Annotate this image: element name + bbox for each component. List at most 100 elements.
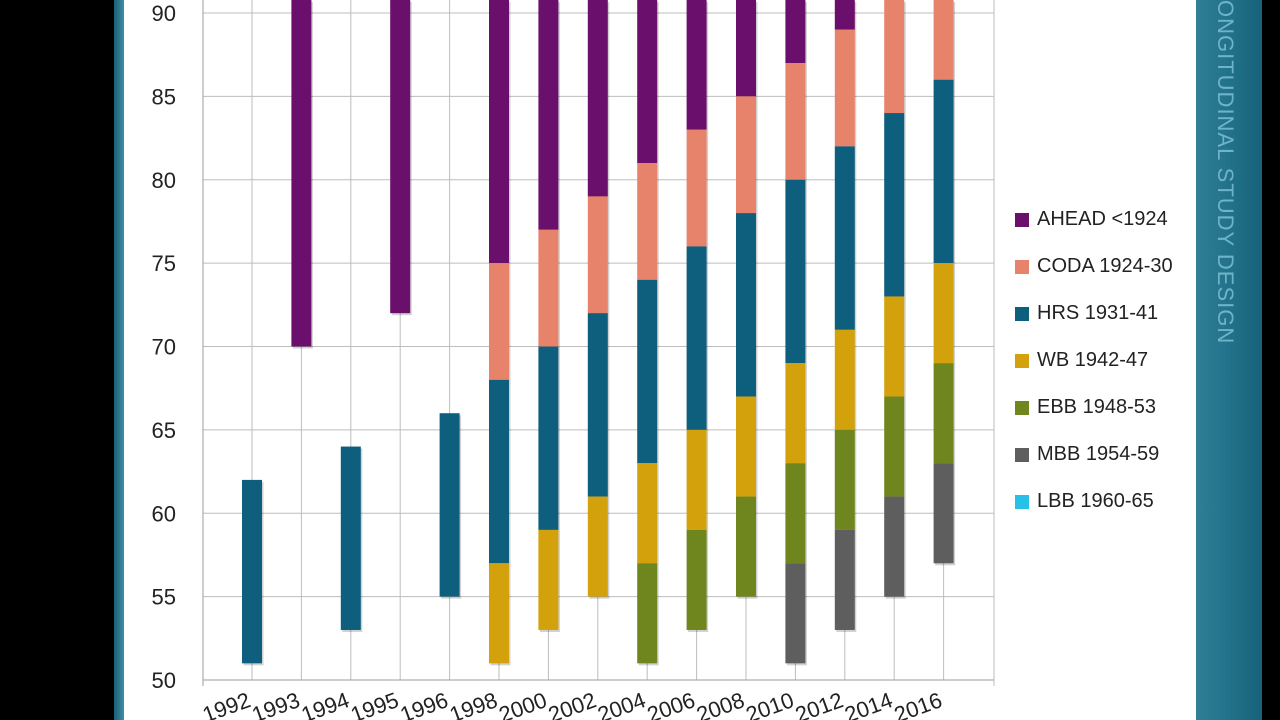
y-tick-label: 50 — [152, 668, 176, 693]
bar-coda-2004 — [637, 163, 658, 280]
bar-ebb-2004 — [637, 563, 658, 664]
bar-ebb-2008 — [736, 496, 756, 597]
legend-item: HRS 1931-41 — [1015, 290, 1173, 337]
bar-ahead-1998 — [489, 0, 509, 264]
x-tick-label: 1996 — [397, 687, 452, 720]
bar-hrs-2014 — [884, 113, 905, 297]
x-tick-label: 2016 — [891, 687, 946, 720]
y-tick-label: 90 — [152, 1, 176, 26]
bar-wb-2012 — [834, 329, 855, 430]
bar-hrs-1994 — [340, 446, 361, 630]
x-tick-label: 1993 — [249, 687, 304, 720]
bar-ahead-2012 — [834, 0, 855, 30]
bar-hrs-2012 — [834, 146, 855, 330]
y-tick-label: 60 — [152, 501, 176, 526]
legend-item: CODA 1924-30 — [1015, 243, 1173, 290]
bar-ebb-2016 — [933, 363, 954, 464]
y-tick-label: 70 — [152, 335, 176, 360]
x-tick-label: 2012 — [792, 687, 847, 720]
bar-ahead-1993 — [291, 0, 312, 347]
bar-wb-2002 — [587, 496, 608, 597]
bar-hrs-1998 — [489, 379, 509, 564]
y-tick-label: 85 — [152, 84, 176, 109]
x-tick-label: 2006 — [644, 687, 699, 720]
bar-ebb-2014 — [884, 396, 905, 497]
bar-ahead-2006 — [686, 0, 707, 130]
legend-label: EBB 1948-53 — [1037, 396, 1156, 418]
bar-hrs-1996 — [439, 413, 460, 597]
y-axis: 50 55 60 65 70 75 80 85 90 — [152, 1, 176, 693]
legend-swatch — [1015, 212, 1029, 227]
y-tick-label: 80 — [152, 168, 176, 193]
x-tick-label: 2000 — [496, 687, 551, 720]
legend-item: WB 1942-47 — [1015, 337, 1173, 384]
legend-label: CODA 1924-30 — [1037, 255, 1173, 277]
legend-swatch — [1015, 306, 1029, 321]
legend-swatch — [1015, 494, 1029, 509]
bar-ebb-2012 — [834, 429, 855, 530]
bars — [242, 0, 956, 666]
slide-left-accent — [114, 0, 124, 720]
bar-coda-2014 — [884, 0, 905, 114]
x-tick-label: 2004 — [594, 687, 649, 720]
bar-ahead-2004 — [637, 0, 658, 164]
bar-ahead-2008 — [736, 0, 756, 97]
bar-wb-2014 — [884, 296, 905, 397]
slide-side-title: ONGITUDINAL STUDY DESIGN — [1213, 0, 1238, 345]
legend-label: HRS 1931-41 — [1037, 302, 1159, 324]
bar-wb-2010 — [785, 363, 806, 464]
bar-ahead-1995 — [390, 0, 411, 314]
bar-ahead-2002 — [587, 0, 608, 197]
bar-ebb-2006 — [686, 529, 707, 630]
x-tick-label: 2008 — [693, 687, 748, 720]
y-tick-label: 75 — [152, 251, 176, 276]
bar-coda-2010 — [785, 63, 806, 180]
bar-wb-2008 — [736, 396, 756, 497]
legend-label: AHEAD <1924 — [1037, 208, 1168, 230]
y-tick-label: 55 — [152, 585, 176, 610]
bar-hrs-2004 — [637, 279, 658, 464]
bar-hrs-2010 — [785, 179, 806, 364]
bar-wb-2004 — [637, 463, 658, 564]
legend-swatch — [1015, 447, 1029, 462]
legend-item: EBB 1948-53 — [1015, 384, 1173, 431]
bar-ahead-2010 — [785, 0, 806, 64]
bar-coda-2008 — [736, 96, 756, 214]
x-tick-label: 1995 — [347, 687, 402, 720]
legend-label: LBB 1960-65 — [1037, 490, 1154, 512]
x-tick-label: 2002 — [545, 687, 600, 720]
legend-item: MBB 1954-59 — [1015, 431, 1173, 478]
bar-hrs-2006 — [686, 246, 707, 430]
bar-mbb-2014 — [884, 496, 905, 597]
legend-label: WB 1942-47 — [1037, 349, 1149, 371]
right-border — [1262, 0, 1280, 720]
bar-mbb-2010 — [785, 563, 806, 664]
legend: AHEAD <1924 CODA 1924-30 HRS 1931-41 WB 194… — [1015, 196, 1173, 525]
bar-coda-2016 — [933, 0, 954, 80]
legend-swatch — [1015, 259, 1029, 274]
legend-swatch — [1015, 400, 1029, 415]
bar-hrs-2008 — [736, 213, 756, 397]
bar-coda-2002 — [587, 196, 608, 314]
bar-mbb-2016 — [933, 463, 954, 564]
legend-label: MBB 1954-59 — [1037, 443, 1160, 465]
bar-hrs-1992 — [242, 479, 262, 664]
x-tick-label: 2010 — [743, 687, 798, 720]
x-tick-label: 1998 — [446, 687, 501, 720]
bar-wb-1998 — [489, 563, 509, 664]
bar-hrs-2000 — [538, 346, 559, 530]
x-tick-label: 1994 — [298, 687, 353, 720]
bar-wb-2016 — [933, 263, 954, 364]
bar-coda-2000 — [538, 229, 559, 347]
bar-coda-2012 — [834, 29, 855, 147]
bar-ahead-2000 — [538, 0, 559, 230]
bar-wb-2000 — [538, 529, 559, 630]
bar-coda-2006 — [686, 129, 707, 247]
x-tick-label: 2014 — [841, 687, 896, 720]
legend-item: AHEAD <1924 — [1015, 196, 1173, 243]
x-axis: 1992199319941995199619982000200220042006… — [199, 687, 945, 720]
bar-hrs-2002 — [587, 313, 608, 497]
legend-item: LBB 1960-65 — [1015, 478, 1173, 525]
